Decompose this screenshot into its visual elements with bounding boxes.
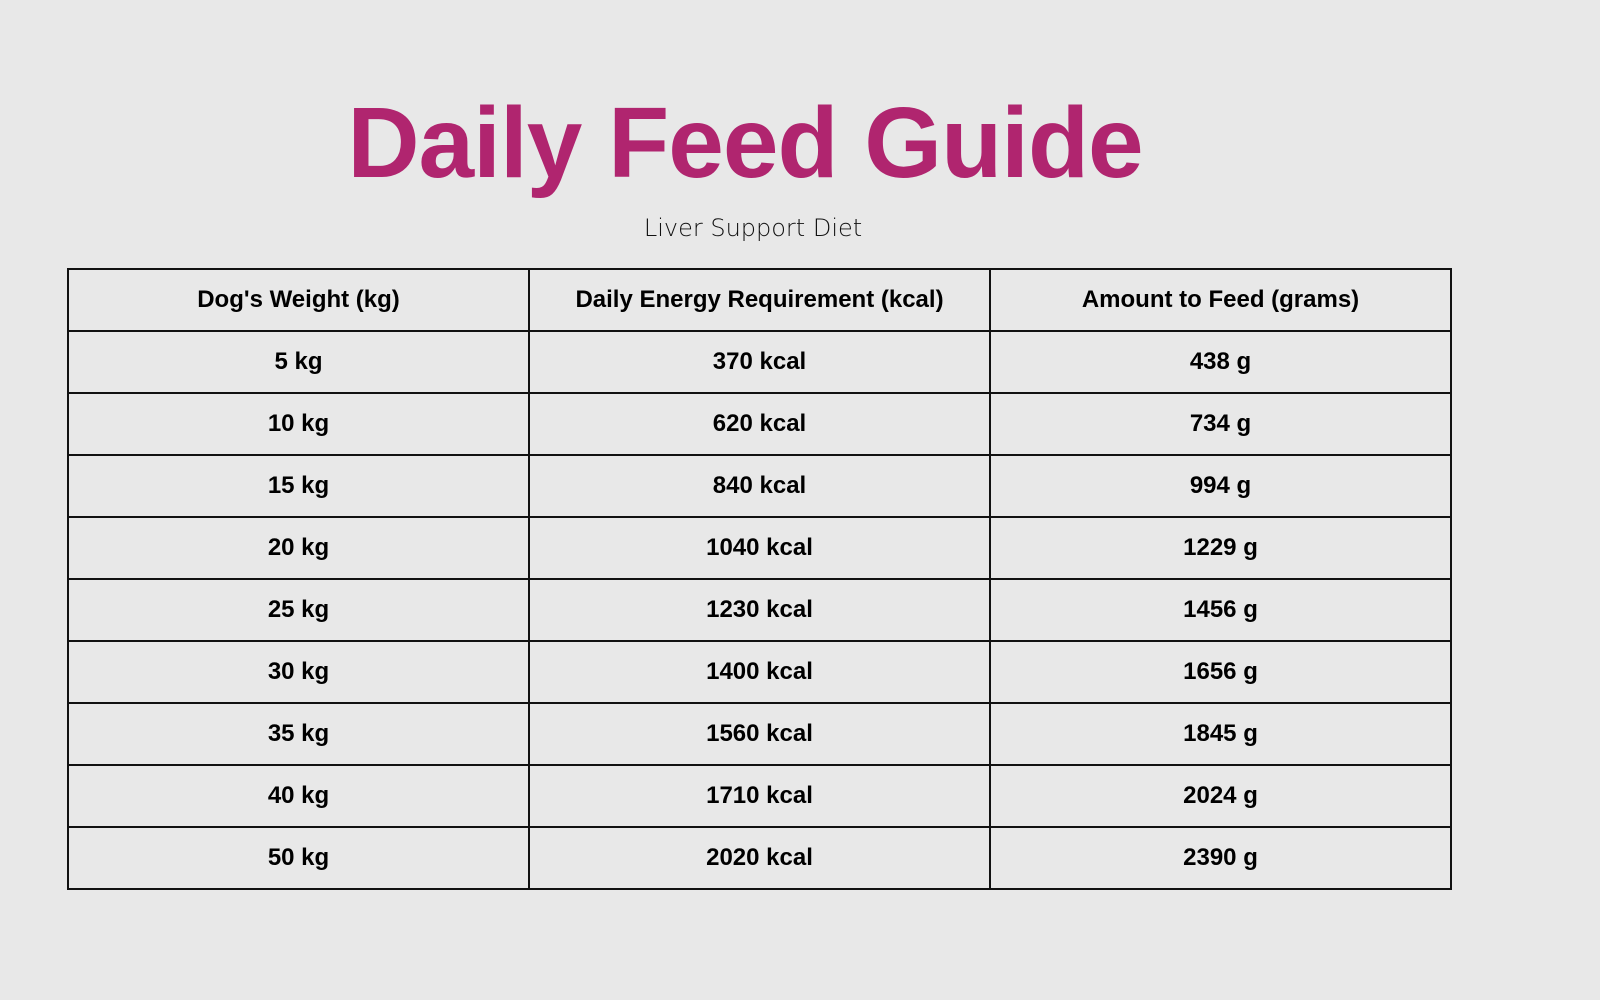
table-row: 5 kg 370 kcal 438 g — [67, 330, 1452, 394]
table-header-row: Dog's Weight (kg) Daily Energy Requireme… — [67, 268, 1452, 332]
energy-cell: 1560 kcal — [528, 702, 991, 766]
weight-cell: 20 kg — [67, 516, 530, 580]
weight-cell: 5 kg — [67, 330, 530, 394]
amount-cell: 438 g — [989, 330, 1452, 394]
amount-cell: 2024 g — [989, 764, 1452, 828]
table-row: 10 kg 620 kcal 734 g — [67, 392, 1452, 456]
energy-cell: 840 kcal — [528, 454, 991, 518]
weight-cell: 25 kg — [67, 578, 530, 642]
table-row: 30 kg 1400 kcal 1656 g — [67, 640, 1452, 704]
weight-cell: 15 kg — [67, 454, 530, 518]
amount-cell: 1229 g — [989, 516, 1452, 580]
weight-cell: 50 kg — [67, 826, 530, 890]
table-row: 25 kg 1230 kcal 1456 g — [67, 578, 1452, 642]
feed-table: Dog's Weight (kg) Daily Energy Requireme… — [67, 268, 1452, 890]
weight-cell: 10 kg — [67, 392, 530, 456]
weight-cell: 35 kg — [67, 702, 530, 766]
table-row: 35 kg 1560 kcal 1845 g — [67, 702, 1452, 766]
page-title: Daily Feed Guide — [347, 87, 1143, 199]
weight-cell: 40 kg — [67, 764, 530, 828]
header-weight: Dog's Weight (kg) — [67, 268, 530, 332]
table-row: 20 kg 1040 kcal 1229 g — [67, 516, 1452, 580]
table-row: 40 kg 1710 kcal 2024 g — [67, 764, 1452, 828]
table-row: 15 kg 840 kcal 994 g — [67, 454, 1452, 518]
amount-cell: 1456 g — [989, 578, 1452, 642]
table-row: 50 kg 2020 kcal 2390 g — [67, 826, 1452, 890]
energy-cell: 620 kcal — [528, 392, 991, 456]
energy-cell: 1230 kcal — [528, 578, 991, 642]
amount-cell: 2390 g — [989, 826, 1452, 890]
energy-cell: 370 kcal — [528, 330, 991, 394]
header-amount: Amount to Feed (grams) — [989, 268, 1452, 332]
amount-cell: 734 g — [989, 392, 1452, 456]
amount-cell: 994 g — [989, 454, 1452, 518]
energy-cell: 1040 kcal — [528, 516, 991, 580]
weight-cell: 30 kg — [67, 640, 530, 704]
amount-cell: 1656 g — [989, 640, 1452, 704]
header-energy: Daily Energy Requirement (kcal) — [528, 268, 991, 332]
page-subtitle: Liver Support Diet — [643, 214, 863, 242]
energy-cell: 1710 kcal — [528, 764, 991, 828]
energy-cell: 1400 kcal — [528, 640, 991, 704]
energy-cell: 2020 kcal — [528, 826, 991, 890]
amount-cell: 1845 g — [989, 702, 1452, 766]
